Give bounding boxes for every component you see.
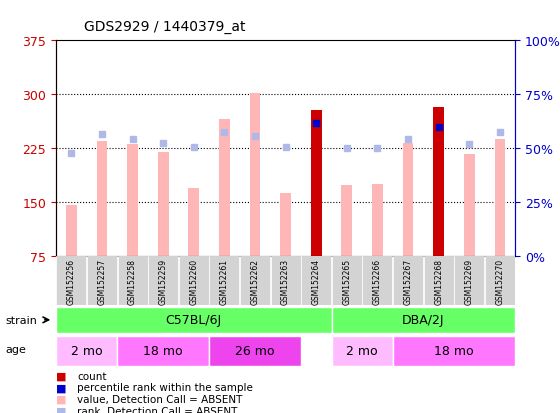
Text: GSM152256: GSM152256 [67,259,76,304]
Bar [66,206,77,256]
Text: percentile rank within the sample: percentile rank within the sample [77,382,253,392]
FancyBboxPatch shape [332,307,515,333]
Text: rank, Detection Call = ABSENT: rank, Detection Call = ABSENT [77,406,237,413]
FancyBboxPatch shape [117,336,209,366]
Bar [464,154,475,256]
Text: ■: ■ [56,406,67,413]
Bar [96,142,108,256]
FancyBboxPatch shape [332,336,393,366]
Bar [127,145,138,256]
Text: GSM152267: GSM152267 [404,259,413,304]
Text: GSM152260: GSM152260 [189,259,198,304]
Text: GSM152257: GSM152257 [97,259,106,304]
Bar [158,152,169,256]
Text: GSM152264: GSM152264 [312,259,321,304]
Bar [280,193,291,256]
FancyBboxPatch shape [148,256,178,305]
FancyBboxPatch shape [485,256,515,305]
Text: GSM152268: GSM152268 [434,259,443,304]
Bar [494,139,505,256]
Text: count: count [77,371,107,381]
Text: GSM152269: GSM152269 [465,259,474,304]
Text: value, Detection Call = ABSENT: value, Detection Call = ABSENT [77,394,242,404]
Text: GSM152266: GSM152266 [373,259,382,304]
Text: 18 mo: 18 mo [143,344,183,358]
Text: GSM152270: GSM152270 [496,259,505,304]
FancyBboxPatch shape [118,256,147,305]
Text: GSM152265: GSM152265 [342,259,351,304]
FancyBboxPatch shape [240,256,270,305]
FancyBboxPatch shape [56,336,117,366]
FancyBboxPatch shape [332,256,362,305]
FancyBboxPatch shape [87,256,117,305]
Text: 26 mo: 26 mo [235,344,275,358]
Text: ■: ■ [56,371,67,381]
Text: 2 mo: 2 mo [71,344,102,358]
Bar [188,188,199,256]
Bar [219,120,230,256]
FancyBboxPatch shape [209,256,239,305]
FancyBboxPatch shape [209,336,301,366]
Text: ■: ■ [56,382,67,392]
FancyBboxPatch shape [270,256,301,305]
FancyBboxPatch shape [362,256,393,305]
Bar [342,186,352,256]
Text: age: age [6,344,26,354]
Bar [311,111,321,256]
FancyBboxPatch shape [179,256,209,305]
Text: 2 mo: 2 mo [346,344,378,358]
Text: GSM152262: GSM152262 [250,259,259,304]
Text: GDS2929 / 1440379_at: GDS2929 / 1440379_at [84,20,245,34]
Text: GSM152263: GSM152263 [281,259,290,304]
Text: GSM152261: GSM152261 [220,259,229,304]
Bar [372,185,383,256]
Bar [403,144,413,256]
FancyBboxPatch shape [301,256,331,305]
Text: 18 mo: 18 mo [434,344,474,358]
Text: DBA/2J: DBA/2J [402,313,445,327]
FancyBboxPatch shape [57,256,86,305]
FancyBboxPatch shape [56,307,332,333]
Text: C57BL/6J: C57BL/6J [166,313,222,327]
Text: GSM152259: GSM152259 [158,259,167,304]
Text: GSM152258: GSM152258 [128,259,137,304]
Text: strain: strain [6,315,38,325]
FancyBboxPatch shape [454,256,484,305]
Bar [433,108,444,256]
FancyBboxPatch shape [424,256,454,305]
FancyBboxPatch shape [393,256,423,305]
Text: ■: ■ [56,394,67,404]
Bar [250,94,260,256]
FancyBboxPatch shape [393,336,515,366]
